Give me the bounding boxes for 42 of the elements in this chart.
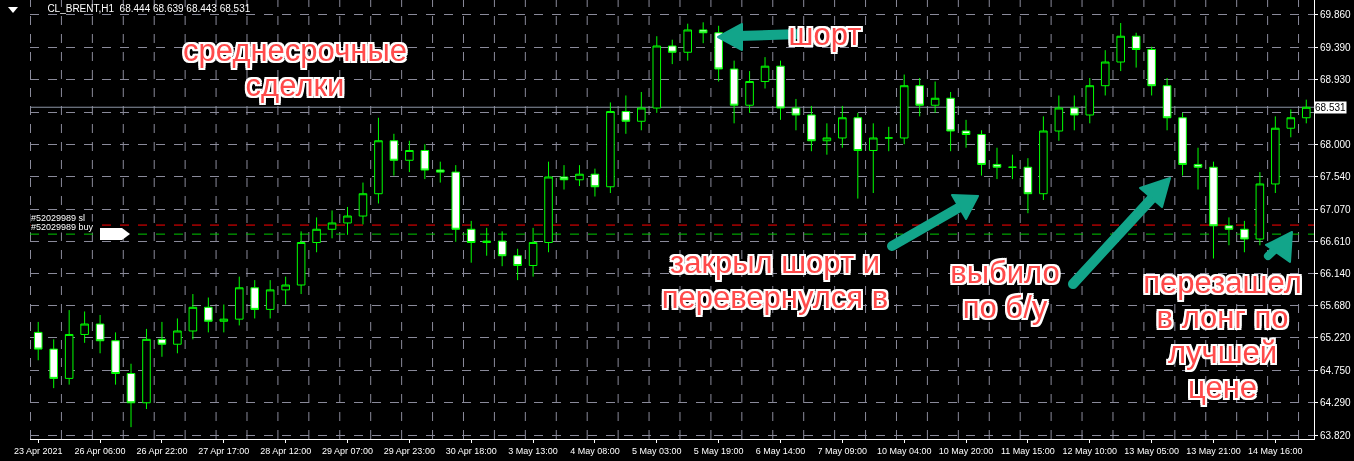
y-tick-label: 64.750 [1320,365,1352,377]
x-tick-label: 11 May 15:00 [1000,445,1055,456]
chart-title: CL_BRENT,H1 68.444 68.639 68.443 68.531 [47,2,251,14]
x-tick-label: 3 May 13:00 [508,445,558,456]
x-tick-label: 29 Apr 23:00 [383,445,435,456]
x-tick-label: 12 May 10:00 [1062,445,1118,456]
x-tick-label: 26 Apr 06:00 [74,445,126,456]
x-tick-label: 26 Apr 22:00 [136,445,188,456]
x-tick-label: 10 May 20:00 [938,445,994,456]
x-tick-label: 28 Apr 12:00 [260,445,312,456]
ref-line-label: #52029989 buy [31,222,94,232]
ref-line-label: #52029989 sl [31,213,86,223]
x-tick-label: 5 May 19:00 [693,445,744,456]
x-tick-label: 23 Apr 2021 [13,445,63,456]
y-tick-label: 63.820 [1320,430,1352,442]
x-tick-label: 10 May 04:00 [876,445,932,456]
y-tick-label: 67.070 [1320,203,1352,215]
annotation: среднесрочные сделки [182,33,408,103]
annotation: шорт [787,17,863,52]
annotation: выбило по б/у [949,255,1061,325]
y-tick-label: 69.390 [1320,41,1352,53]
y-tick-label: 66.610 [1320,235,1352,247]
ref-line-label: 68.531 [1315,102,1347,113]
x-tick-label: 30 Apr 18:00 [445,445,497,456]
x-tick-label: 4 May 08:00 [570,445,620,456]
x-tick-label: 27 Apr 17:00 [198,445,250,456]
x-tick-label: 29 Apr 07:00 [321,445,374,456]
y-tick-label: 64.290 [1320,397,1352,409]
x-tick-label: 5 May 03:00 [632,445,682,456]
y-tick-label: 67.540 [1320,170,1352,182]
x-tick-label: 14 May 16:00 [1248,445,1303,456]
y-tick-label: 66.140 [1320,268,1352,280]
x-tick-label: 13 May 21:00 [1186,445,1241,456]
y-tick-label: 65.220 [1320,332,1352,344]
y-tick-label: 68.930 [1320,73,1352,85]
y-tick-label: 68.000 [1320,138,1352,150]
y-tick-label: 65.680 [1320,300,1352,312]
y-tick-label: 69.860 [1320,9,1352,21]
x-tick-label: 7 May 09:00 [817,445,868,456]
annotation: перезашел в лонг по лучшей цене [1142,265,1303,405]
x-tick-label: 13 May 05:00 [1124,445,1179,456]
x-tick-label: 6 May 14:00 [755,445,806,456]
